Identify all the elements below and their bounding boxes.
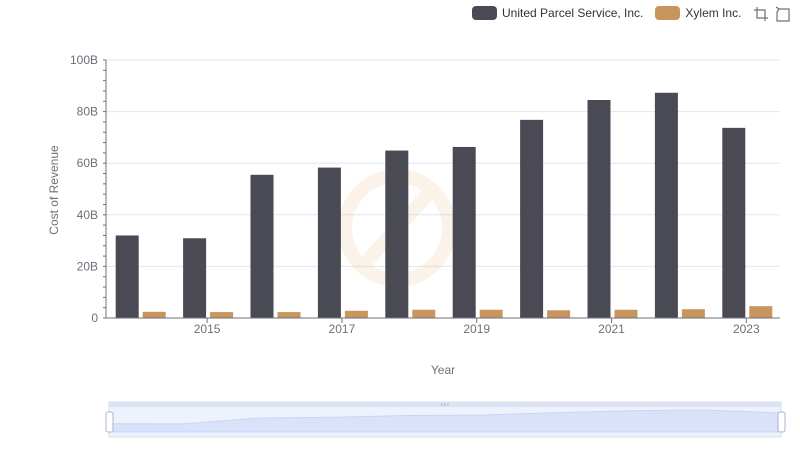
bar-ups-2020: [520, 119, 544, 318]
bar-xylem-2016: [277, 312, 301, 318]
bar-ups-2018: [385, 150, 409, 318]
legend-item-xylem[interactable]: Xylem Inc.: [655, 6, 741, 20]
data-zoom-slider[interactable]: [105, 401, 786, 438]
legend-swatch-ups: [472, 6, 497, 20]
slider-handle-left[interactable]: [105, 411, 114, 433]
x-axis: 2015 2017 2019 2021 2023: [106, 317, 780, 336]
bar-ups-2015: [183, 238, 207, 318]
bar-ups-2023: [722, 127, 746, 318]
bar-ups-2019: [452, 146, 476, 318]
grid-lines: [106, 59, 780, 319]
bar-xylem-2019: [479, 309, 503, 318]
y-tick-label: 0: [91, 311, 98, 325]
legend-item-ups[interactable]: United Parcel Service, Inc.: [472, 6, 643, 20]
toolbox: [747, 6, 791, 22]
bar-ups-2021: [587, 99, 611, 319]
legend-label-xylem: Xylem Inc.: [685, 6, 742, 20]
bar-xylem-2018: [412, 309, 436, 318]
legend-label-ups: United Parcel Service, Inc.: [502, 6, 644, 20]
bar-series: [115, 92, 773, 319]
y-tick-label: 40B: [77, 208, 98, 222]
slider-selection[interactable]: [109, 407, 781, 437]
x-tick-label: 2019: [463, 322, 490, 336]
zoom-icon[interactable]: [753, 6, 769, 22]
restore-icon[interactable]: [775, 6, 791, 22]
y-tick-label: 60B: [77, 156, 98, 170]
y-tick-label: 80B: [77, 105, 98, 119]
bar-ups-2017: [317, 167, 341, 318]
legend: United Parcel Service, Inc. Xylem Inc.: [472, 4, 753, 22]
legend-swatch-xylem: [655, 6, 681, 20]
bar-xylem-2021: [614, 309, 638, 318]
x-tick-label: 2021: [598, 322, 625, 336]
bar-xylem-2014: [142, 311, 166, 318]
bar-ups-2014: [115, 235, 139, 318]
bar-xylem-2023: [749, 306, 773, 318]
x-axis-title: Year: [431, 363, 455, 377]
y-axis: 0 20B 40B 60B 80B 100B: [70, 53, 107, 325]
x-tick-label: 2017: [329, 322, 356, 336]
bar-xylem-2022: [681, 309, 705, 318]
bar-xylem-2020: [547, 310, 571, 318]
slider-handle-right[interactable]: [777, 411, 786, 433]
bar-ups-2016: [250, 174, 274, 318]
x-tick-label: 2023: [733, 322, 760, 336]
bar-ups-2022: [654, 92, 678, 319]
y-tick-label: 100B: [70, 53, 98, 67]
bar-xylem-2015: [210, 312, 234, 318]
y-tick-label: 20B: [77, 259, 98, 273]
y-axis-title: Cost of Revenue: [47, 145, 61, 235]
bar-xylem-2017: [344, 310, 368, 318]
slider-grip-icon[interactable]: [441, 403, 449, 406]
x-tick-label: 2015: [194, 322, 221, 336]
